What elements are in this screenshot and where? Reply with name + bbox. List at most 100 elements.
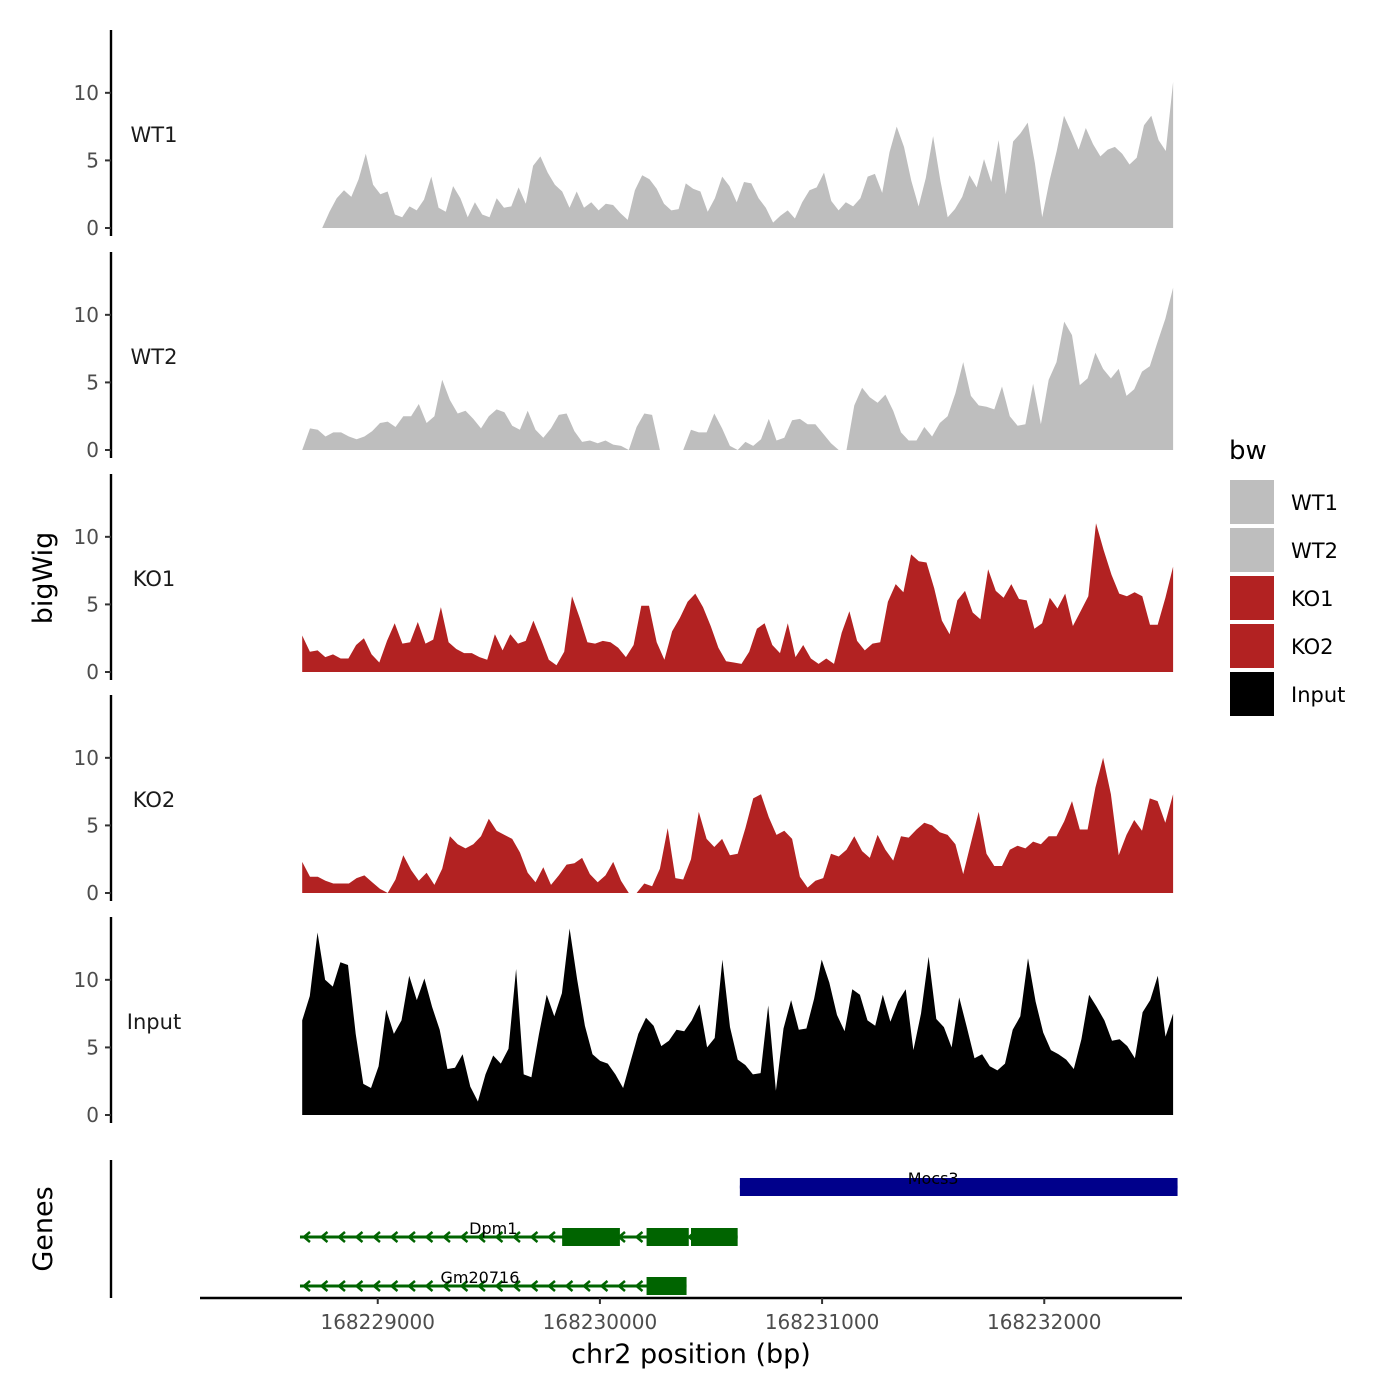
strand-chevron [337, 1280, 346, 1292]
genes-panel-label: Genes [28, 1186, 59, 1271]
genes-panel: Genes Mocs3 Dpm1 Gm20716 [28, 1160, 1178, 1298]
strand-chevron [617, 1280, 626, 1292]
strand-chevron [407, 1231, 416, 1243]
strand-chevron [599, 1280, 609, 1292]
y-tick-label: 10 [74, 525, 99, 549]
x-tick-label: 168231000 [765, 1310, 880, 1334]
strand-chevron [494, 1280, 504, 1292]
strand-chevron [512, 1231, 521, 1243]
strand-chevron [337, 1231, 346, 1243]
y-axis-title: bigWig [28, 532, 59, 625]
gene-label-gm20716: Gm20716 [440, 1268, 519, 1287]
track-label-wt2: WT2 [131, 345, 178, 369]
strand-chevron [302, 1231, 311, 1243]
gene-label-dpm1: Dpm1 [469, 1219, 517, 1238]
strand-chevron [547, 1280, 556, 1292]
gene-exon [739, 1178, 1178, 1196]
y-tick-label: 5 [86, 370, 99, 394]
gene-exon [646, 1228, 689, 1246]
strand-chevron [547, 1231, 556, 1243]
strand-chevron [424, 1231, 434, 1243]
gene-exon [646, 1277, 687, 1295]
strand-chevron [564, 1280, 574, 1292]
track-wt1: 0 5 10 WT1 [74, 30, 1174, 240]
legend-title: bw [1229, 436, 1267, 466]
legend-label-ko2: KO2 [1291, 635, 1334, 659]
y-tick-label: 0 [86, 438, 99, 462]
y-tick-label: 5 [86, 592, 99, 616]
strand-chevron [319, 1280, 329, 1292]
strand-chevron [582, 1280, 591, 1292]
strand-chevron [529, 1231, 539, 1243]
strand-chevron [529, 1280, 539, 1292]
track-input: 0 5 10 Input [74, 917, 1174, 1127]
strand-chevron [424, 1280, 434, 1292]
strand-chevron [634, 1280, 644, 1292]
strand-chevron [459, 1280, 469, 1292]
legend-swatch-wt1 [1230, 480, 1274, 524]
strand-chevron [512, 1280, 521, 1292]
x-axis-title: chr2 position (bp) [571, 1339, 811, 1370]
strand-chevron [372, 1280, 381, 1292]
y-tick-label: 0 [86, 1103, 99, 1127]
gene-mocs3: Mocs3 [739, 1169, 1178, 1196]
legend-swatch-ko1 [1230, 576, 1274, 620]
track-label-wt1: WT1 [131, 123, 178, 147]
strand-chevron [494, 1231, 504, 1243]
strand-chevron [372, 1231, 381, 1243]
y-tick-label: 5 [86, 148, 99, 172]
legend-label-input: Input [1291, 683, 1345, 707]
track-label-ko2: KO2 [133, 788, 176, 812]
y-tick-label: 5 [86, 1035, 99, 1059]
y-tick-label: 10 [74, 968, 99, 992]
x-tick-label: 168230000 [543, 1310, 658, 1334]
coverage-area-ko1 [302, 523, 1174, 672]
legend-label-wt1: WT1 [1291, 491, 1338, 515]
legend-swatch-input [1230, 672, 1274, 716]
track-label-ko1: KO1 [133, 567, 176, 591]
gene-dpm1: Dpm1 [299, 1219, 738, 1246]
strand-chevron [442, 1231, 451, 1243]
legend: bw WT1 WT2 KO1 KO2 Input [1229, 436, 1345, 716]
legend-label-wt2: WT2 [1291, 539, 1338, 563]
y-tick-label: 10 [74, 303, 99, 327]
gene-gm20716: Gm20716 [299, 1268, 687, 1295]
gene-label-mocs3: Mocs3 [908, 1169, 959, 1188]
y-tick-label: 0 [86, 881, 99, 905]
y-tick-label: 10 [74, 81, 99, 105]
x-axis: 168229000 168230000 168231000 168232000 chr2… [200, 1296, 1182, 1370]
gene-exon [691, 1228, 738, 1246]
strand-chevron [389, 1231, 399, 1243]
coverage-area-wt1 [322, 82, 1174, 228]
strand-chevron [477, 1280, 486, 1292]
legend-swatch-wt2 [1230, 528, 1274, 572]
strand-chevron [354, 1280, 364, 1292]
track-ko2: 0 5 10 KO2 [74, 695, 1174, 905]
y-tick-label: 0 [86, 660, 99, 684]
coverage-area-wt2 [302, 287, 1174, 450]
x-tick-label: 168229000 [320, 1310, 435, 1334]
legend-label-ko1: KO1 [1291, 587, 1334, 611]
strand-chevron [354, 1231, 364, 1243]
gene-exon [562, 1228, 620, 1246]
x-tick-label: 168232000 [987, 1310, 1102, 1334]
strand-chevron [389, 1280, 399, 1292]
strand-chevron [407, 1280, 416, 1292]
y-tick-label: 10 [74, 746, 99, 770]
y-tick-label: 5 [86, 813, 99, 837]
strand-chevron [302, 1280, 311, 1292]
strand-chevron [442, 1280, 451, 1292]
coverage-area-input [302, 928, 1174, 1115]
strand-chevron [459, 1231, 469, 1243]
track-ko1: 0 5 10 KO1 [74, 474, 1174, 684]
strand-chevron [477, 1231, 486, 1243]
y-tick-label: 0 [86, 216, 99, 240]
legend-swatch-ko2 [1230, 624, 1274, 668]
track-label-input: Input [127, 1010, 181, 1034]
track-wt2: 0 5 10 WT2 [74, 252, 1174, 462]
strand-chevron [319, 1231, 329, 1243]
strand-chevron [634, 1231, 644, 1243]
coverage-area-ko2 [302, 757, 1174, 893]
